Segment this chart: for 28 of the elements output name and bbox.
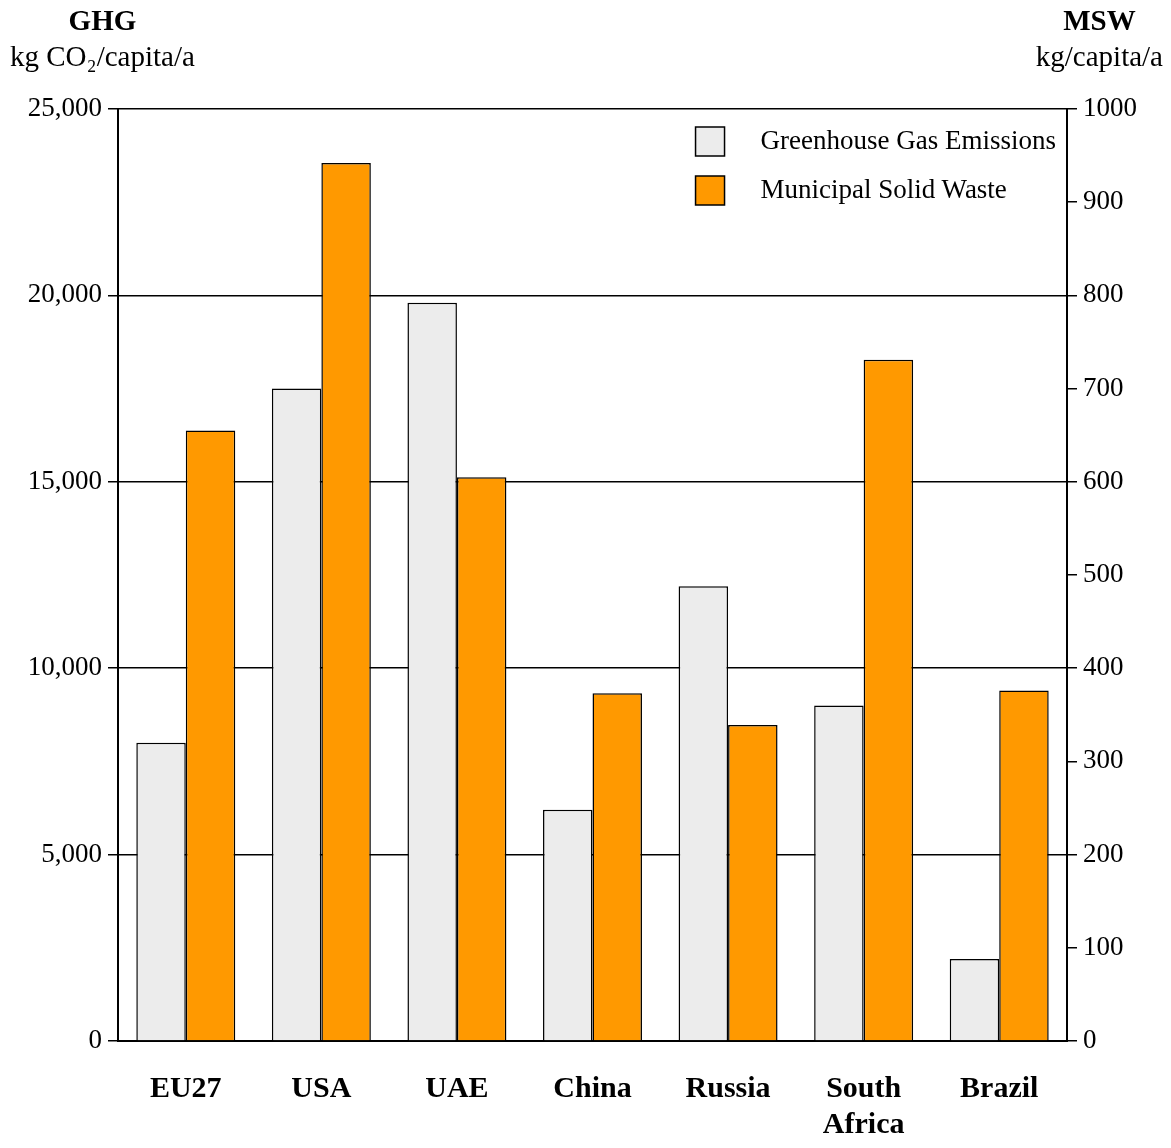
y-tick-label: 10,000 [27, 651, 102, 682]
y-tick-label: 0 [88, 1024, 102, 1055]
x-tick-label: USA [291, 1069, 352, 1103]
legend-label: Greenhouse Gas Emissions [760, 125, 1057, 156]
y2-tick-label: 300 [1083, 744, 1124, 775]
y-tick-label: 5,000 [41, 837, 102, 868]
y-tick-label: 25,000 [27, 92, 102, 123]
y-axis-title: GHG kg CO₂/capita/a [10, 3, 195, 72]
y-tick-label: 20,000 [27, 278, 102, 309]
legend-label: Municipal Solid Waste [760, 174, 1007, 205]
y2-tick-label: 700 [1083, 371, 1124, 402]
y2-tick-label: 100 [1083, 930, 1124, 961]
y2-tick-label: 1000 [1083, 92, 1137, 123]
y2-tick-label: 900 [1083, 185, 1124, 216]
y2-tick-label: 0 [1083, 1024, 1097, 1055]
y-tick-label: 15,000 [27, 464, 102, 495]
y2-axis-title: MSW kg/capita/a [1035, 3, 1163, 72]
y2-tick-label: 200 [1083, 837, 1124, 868]
x-tick-label: UAE [425, 1069, 489, 1103]
y2-tick-label: 400 [1083, 651, 1124, 682]
x-tick-label: South Africa [822, 1069, 905, 1139]
x-tick-label: China [553, 1069, 632, 1103]
x-tick-label: Russia [685, 1069, 771, 1103]
y2-tick-label: 600 [1083, 464, 1124, 495]
x-tick-label: Brazil [960, 1069, 1039, 1103]
y2-tick-label: 800 [1083, 278, 1124, 309]
x-tick-label: EU27 [149, 1069, 222, 1103]
y2-tick-label: 500 [1083, 558, 1124, 589]
